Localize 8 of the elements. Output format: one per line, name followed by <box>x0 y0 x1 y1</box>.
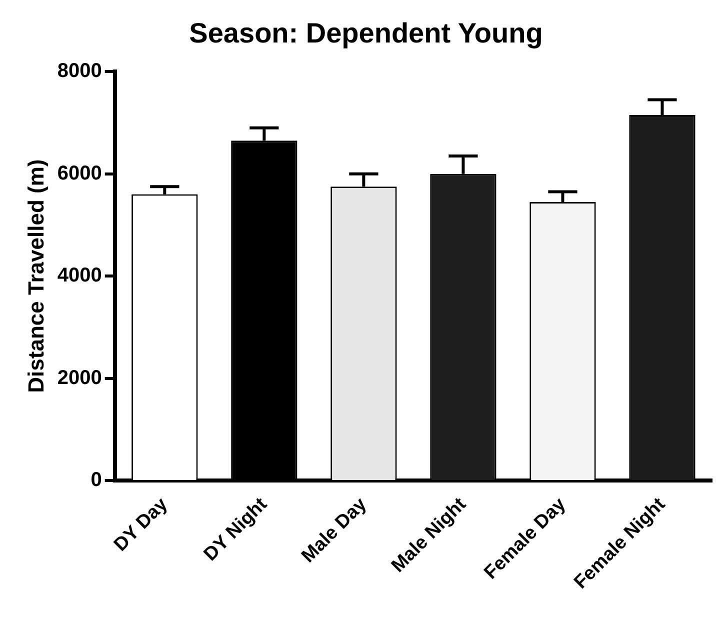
y-tick-label: 6000 <box>57 162 102 184</box>
y-axis-title: Distance Travelled (m) <box>23 159 48 393</box>
y-tick-label: 2000 <box>57 366 102 389</box>
y-tick-label: 8000 <box>57 60 102 82</box>
chart-title: Season: Dependent Young <box>189 18 543 49</box>
y-tick-label: 4000 <box>57 264 102 287</box>
y-tick-label: 0 <box>90 469 102 492</box>
x-tick-label: DY Day <box>110 494 172 556</box>
